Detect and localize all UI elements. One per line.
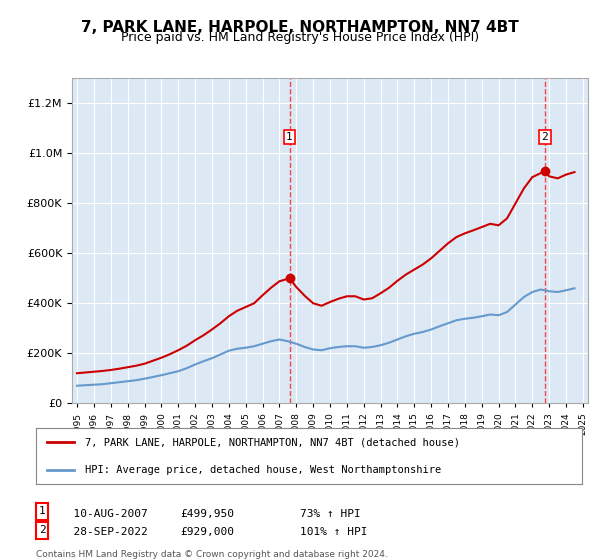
Text: 1: 1 [286, 132, 293, 142]
Text: 28-SEP-2022: 28-SEP-2022 [60, 527, 148, 537]
Text: Price paid vs. HM Land Registry's House Price Index (HPI): Price paid vs. HM Land Registry's House … [121, 31, 479, 44]
Text: £499,950: £499,950 [180, 508, 234, 519]
Text: 73% ↑ HPI: 73% ↑ HPI [300, 508, 361, 519]
Text: HPI: Average price, detached house, West Northamptonshire: HPI: Average price, detached house, West… [85, 465, 442, 475]
Text: 7, PARK LANE, HARPOLE, NORTHAMPTON, NN7 4BT (detached house): 7, PARK LANE, HARPOLE, NORTHAMPTON, NN7 … [85, 437, 460, 447]
Text: 2: 2 [38, 525, 46, 535]
Text: Contains HM Land Registry data © Crown copyright and database right 2024.
This d: Contains HM Land Registry data © Crown c… [36, 550, 388, 560]
Text: 7, PARK LANE, HARPOLE, NORTHAMPTON, NN7 4BT: 7, PARK LANE, HARPOLE, NORTHAMPTON, NN7 … [81, 20, 519, 35]
Text: 1: 1 [38, 506, 46, 516]
Text: 10-AUG-2007: 10-AUG-2007 [60, 508, 148, 519]
Text: 101% ↑ HPI: 101% ↑ HPI [300, 527, 367, 537]
Text: 2: 2 [542, 132, 548, 142]
Text: £929,000: £929,000 [180, 527, 234, 537]
